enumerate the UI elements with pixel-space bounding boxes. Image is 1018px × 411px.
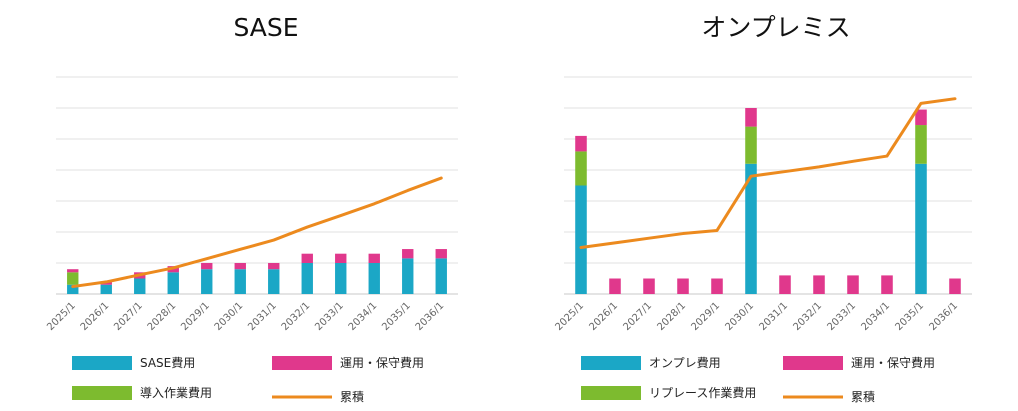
x-tick-label: 2034/1 (347, 300, 380, 333)
x-tick-label: 2031/1 (757, 300, 790, 333)
chart-onpremise: オンプレミス 2025/1 2026/1 2027/1 2028/1 2029/1 2030… (553, 13, 972, 404)
legend-swatch (72, 356, 132, 370)
chart-sase: SASE 2025/1 2026/1 2027/1 2028/1 2029/1 2030/1… (45, 13, 458, 404)
bar-segment-運用・保守費用-2026/1 (609, 278, 621, 294)
x-tick-label: 2025/1 (45, 300, 78, 333)
x-tick-label: 2036/1 (927, 300, 960, 333)
bar-segment-SASE費用-2033/1 (335, 263, 347, 294)
bar-segment-運用・保守費用-2029/1 (711, 278, 723, 294)
bar-segment-運用・保守費用-2031/1 (268, 263, 280, 270)
legend-label: 累積 (851, 389, 875, 404)
bar-segment-運用・保守費用-2027/1 (643, 278, 655, 294)
bar-segment-運用・保守費用-2025/1 (67, 269, 79, 273)
bar-segment-運用・保守費用-2034/1 (881, 275, 893, 294)
bar-segment-SASE費用-2031/1 (268, 269, 280, 294)
x-tick-label: 2035/1 (380, 300, 413, 333)
legend-label: SASE費用 (140, 355, 195, 370)
x-tick-label: 2026/1 (79, 300, 112, 333)
bar-segment-リプレース作業費用-2035/1 (915, 125, 927, 164)
legend-swatch (272, 356, 332, 370)
bar-segment-SASE費用-2034/1 (368, 263, 380, 294)
chart-title: オンプレミス (701, 13, 850, 42)
series-line-累積 (579, 97, 957, 249)
bar-segment-運用・保守費用-2032/1 (813, 275, 825, 294)
chart-title: SASE (233, 13, 298, 42)
bar-segment-運用・保守費用-2032/1 (301, 253, 313, 263)
bar-segment-運用・保守費用-2035/1 (402, 249, 414, 259)
legend-label: 運用・保守費用 (851, 355, 935, 370)
x-tick-label: 2033/1 (825, 300, 858, 333)
x-tick-label: 2030/1 (213, 300, 246, 333)
legend-label: オンプレ費用 (649, 355, 721, 370)
bar-segment-運用・保守費用-2034/1 (368, 253, 380, 263)
bar-segment-運用・保守費用-2030/1 (234, 263, 246, 270)
x-tick-label: 2032/1 (280, 300, 313, 333)
bar-segment-運用・保守費用-2030/1 (745, 108, 757, 127)
bar-segment-SASE費用-2035/1 (402, 258, 414, 294)
bar-segment-オンプレ費用-2035/1 (915, 163, 927, 294)
x-tick-label: 2036/1 (414, 300, 447, 333)
bar-segment-運用・保守費用-2025/1 (575, 135, 587, 152)
legend-swatch (72, 386, 132, 400)
series-line-累積 (71, 176, 443, 289)
x-tick-label: 2028/1 (655, 300, 688, 333)
bar-segment-オンプレ費用-2030/1 (745, 163, 757, 294)
x-tick-label: 2029/1 (179, 300, 212, 333)
bar-segment-SASE費用-2027/1 (134, 278, 146, 294)
x-tick-label: 2025/1 (553, 300, 586, 333)
legend-swatch (783, 356, 843, 370)
bar-segment-SASE費用-2026/1 (100, 284, 112, 294)
bar-segment-運用・保守費用-2028/1 (677, 278, 689, 294)
bar-segment-オンプレ費用-2025/1 (575, 185, 587, 294)
x-tick-label: 2028/1 (146, 300, 179, 333)
x-tick-label: 2034/1 (859, 300, 892, 333)
bar-segment-SASE費用-2025/1 (67, 284, 79, 294)
legend-swatch (581, 386, 641, 400)
legend-label: リプレース作業費用 (649, 385, 756, 400)
bar-segment-運用・保守費用-2035/1 (915, 109, 927, 126)
x-tick-label: 2027/1 (112, 300, 145, 333)
bar-segment-運用・保守費用-2031/1 (779, 275, 791, 294)
legend-label: 運用・保守費用 (340, 355, 424, 370)
x-tick-label: 2026/1 (587, 300, 620, 333)
x-tick-label: 2030/1 (723, 300, 756, 333)
bar-segment-導入作業費用-2025/1 (67, 272, 79, 285)
x-tick-label: 2032/1 (791, 300, 824, 333)
x-tick-label: 2033/1 (313, 300, 346, 333)
legend-swatch (581, 356, 641, 370)
bar-segment-SASE費用-2030/1 (234, 269, 246, 294)
bar-segment-運用・保守費用-2036/1 (949, 278, 961, 294)
bar-segment-SASE費用-2028/1 (167, 272, 179, 294)
bar-segment-運用・保守費用-2029/1 (201, 263, 213, 270)
bar-segment-運用・保守費用-2033/1 (335, 253, 347, 263)
x-tick-label: 2029/1 (689, 300, 722, 333)
bar-segment-リプレース作業費用-2030/1 (745, 126, 757, 164)
x-tick-label: 2031/1 (246, 300, 279, 333)
bar-segment-運用・保守費用-2033/1 (847, 275, 859, 294)
x-tick-label: 2035/1 (893, 300, 926, 333)
bar-segment-SASE費用-2032/1 (301, 263, 313, 294)
bar-segment-SASE費用-2029/1 (201, 269, 213, 294)
bar-segment-SASE費用-2036/1 (435, 258, 447, 294)
legend-label: 導入作業費用 (140, 385, 212, 400)
bar-segment-リプレース作業費用-2025/1 (575, 151, 587, 186)
legend-label: 累積 (340, 389, 364, 404)
x-tick-label: 2027/1 (621, 300, 654, 333)
bar-segment-運用・保守費用-2036/1 (435, 249, 447, 259)
